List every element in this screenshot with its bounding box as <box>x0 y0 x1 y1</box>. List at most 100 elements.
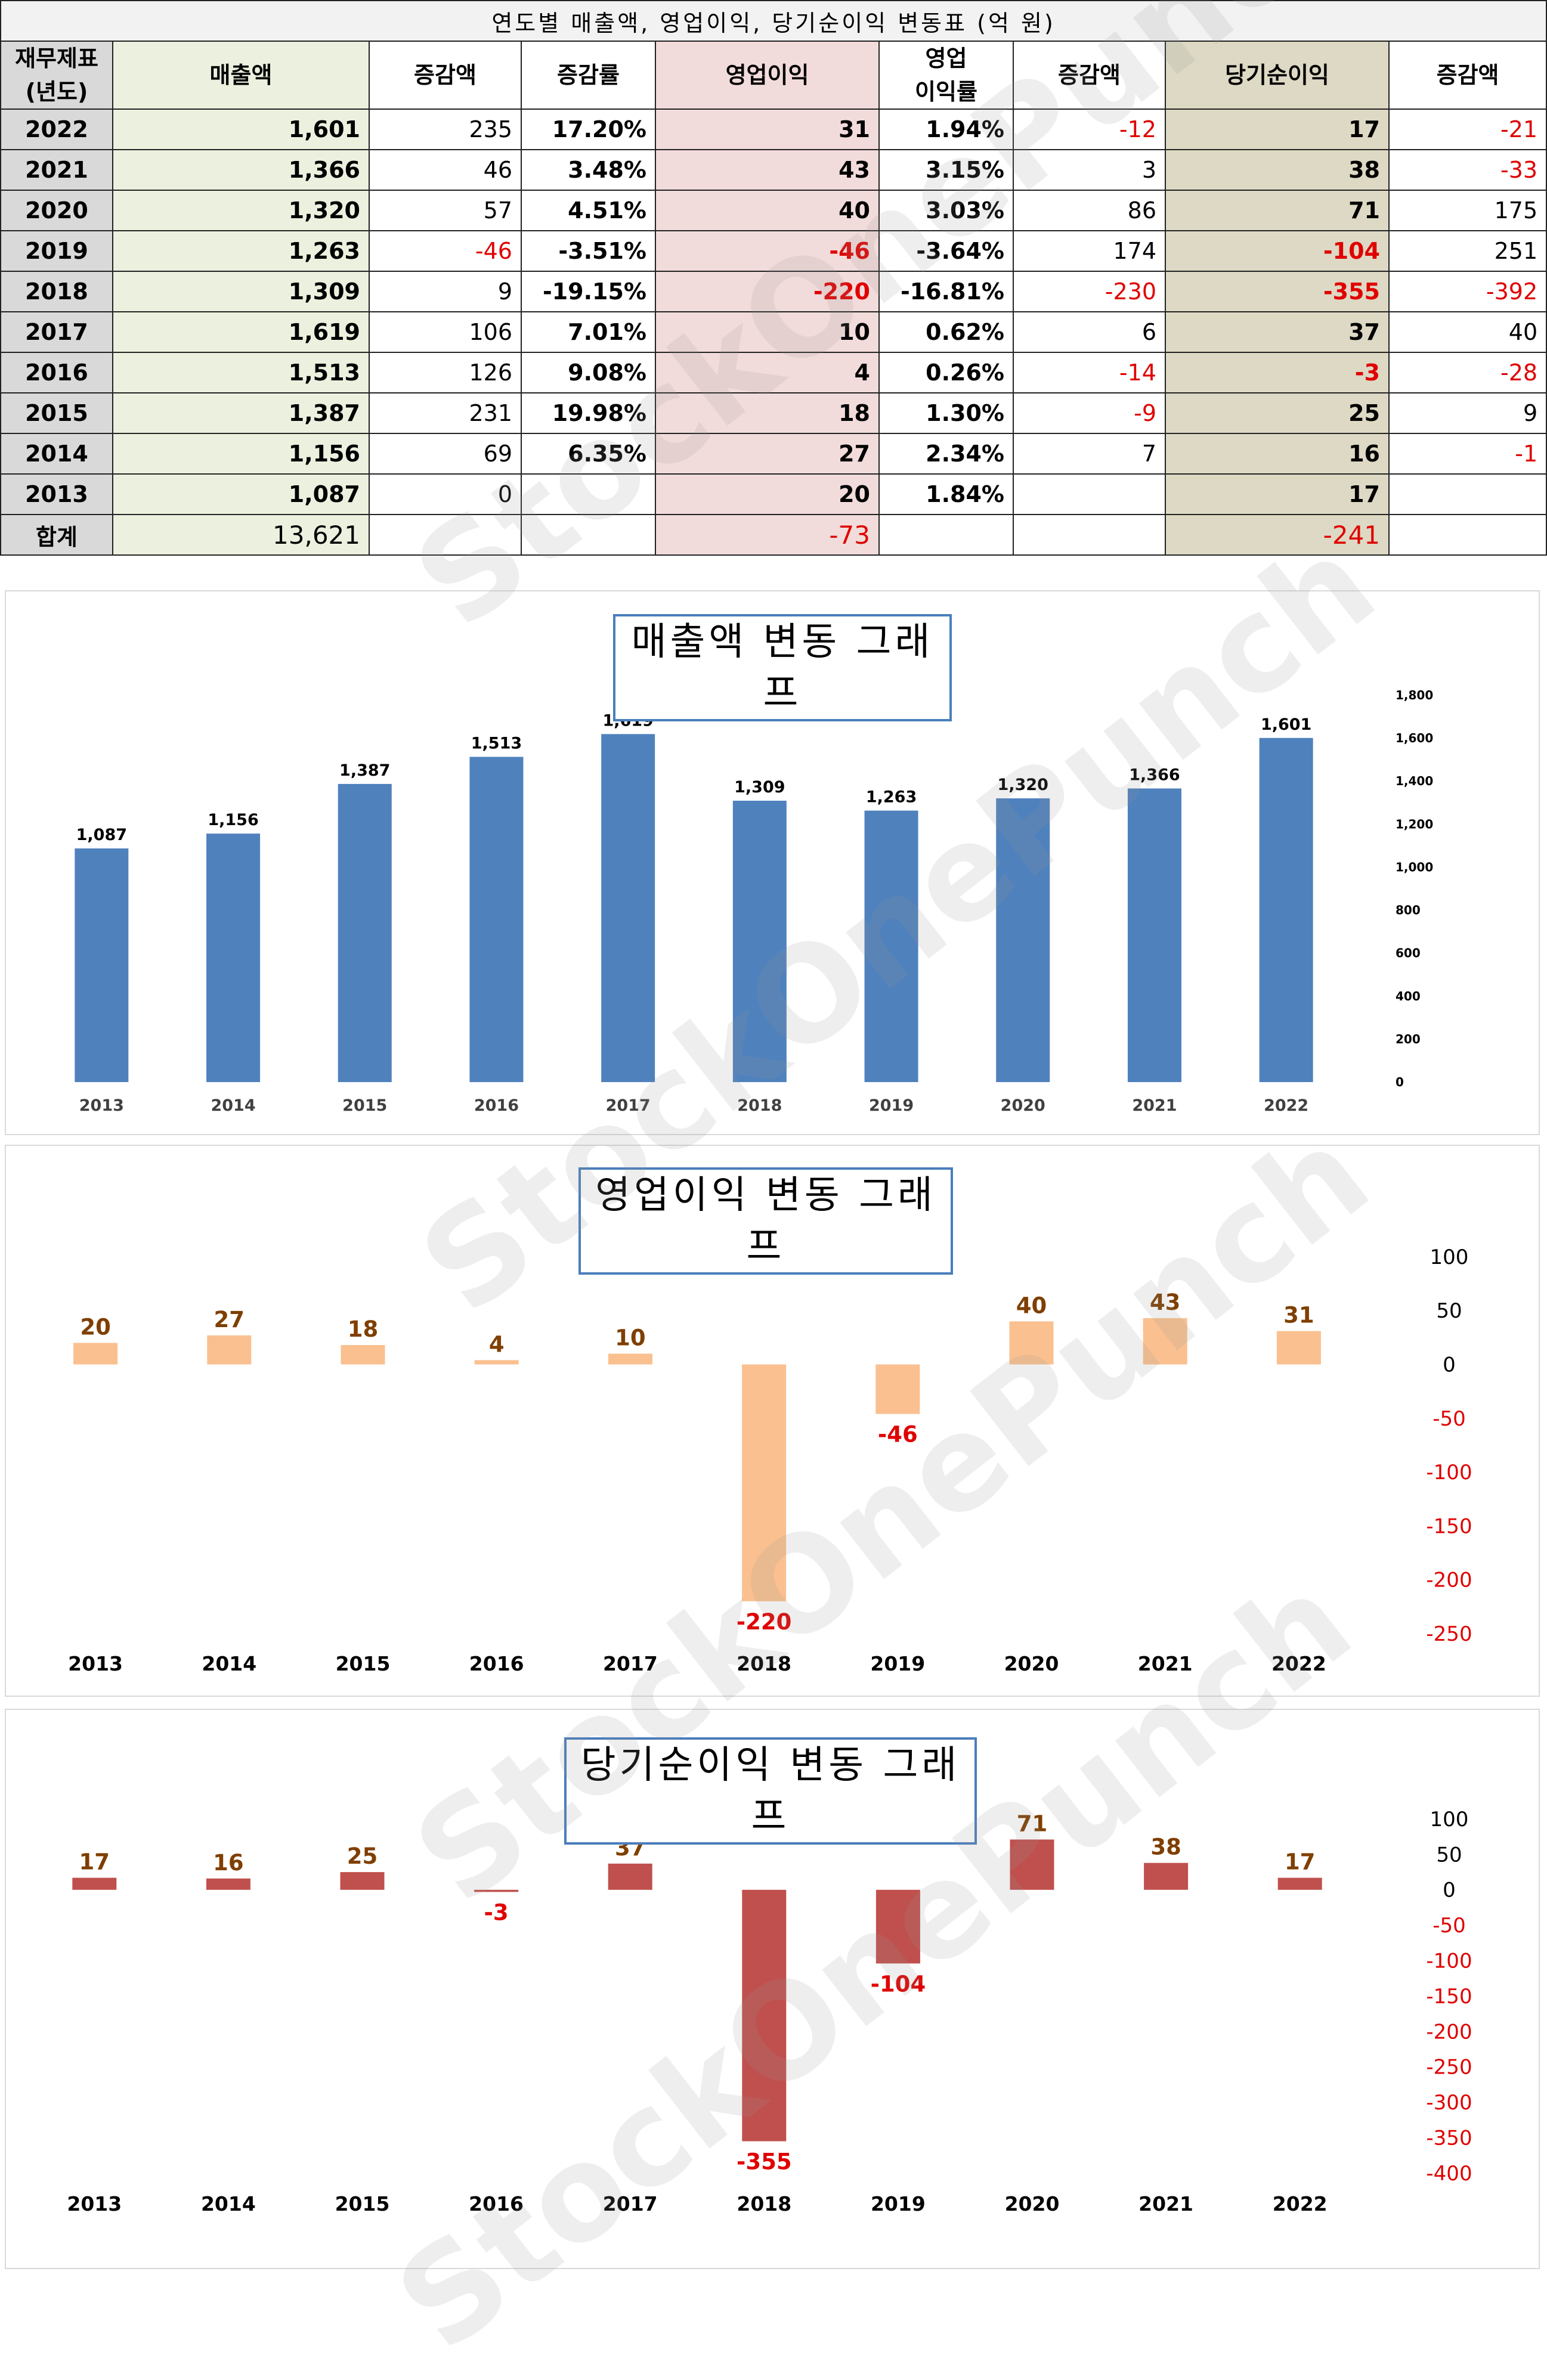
cell-net-change: -392 <box>1388 271 1547 312</box>
cell-revenue: 1,087 <box>112 473 370 515</box>
bar <box>864 810 918 1082</box>
data-label: 27 <box>214 1307 245 1332</box>
table-row: 2013 1,087 0 20 1.84% 17 <box>0 473 1547 515</box>
total-op-profit: -73 <box>655 514 880 556</box>
cell-op-margin: 3.03% <box>878 190 1014 231</box>
y-tick-label: -100 <box>1426 1950 1472 1973</box>
cell-rev-rate: 19.98% <box>521 392 656 434</box>
table-row: 2018 1,309 9 -19.15% -220 -16.81% -230 -355 -392 <box>0 271 1547 312</box>
x-tick-label: 2016 <box>469 1652 524 1675</box>
bar <box>206 1878 250 1890</box>
cell-rev-rate: 3.48% <box>521 149 656 191</box>
data-label: -46 <box>878 1422 918 1448</box>
y-tick-label: 600 <box>1396 946 1421 960</box>
cell-op-margin: 0.62% <box>878 311 1014 353</box>
bar <box>608 1863 652 1890</box>
y-tick-label: -300 <box>1426 2091 1472 2115</box>
cell-net-change: -28 <box>1388 352 1547 393</box>
bar <box>72 1877 117 1890</box>
net-profit-chart-title: 당기순이익 변동 그래프 <box>564 1737 977 1845</box>
financial-table-section: 연도별 매출액, 영업이익, 당기순이익 변동표 (억 원) 재무제표 (년도)… <box>0 0 1547 584</box>
cell-op-profit: 4 <box>655 352 880 393</box>
cell-op-change: 3 <box>1013 149 1166 191</box>
cell-net-profit: 17 <box>1165 473 1390 515</box>
cell-rev-change: 9 <box>369 271 522 312</box>
x-tick-label: 2013 <box>67 2192 122 2215</box>
x-tick-label: 2019 <box>870 1652 925 1675</box>
total-label: 합계 <box>0 514 113 556</box>
total-net-profit: -241 <box>1165 514 1390 556</box>
total-empty <box>878 514 1014 556</box>
y-tick-label: 200 <box>1396 1032 1421 1046</box>
data-label: -3 <box>484 1899 509 1925</box>
x-tick-label: 2019 <box>871 2192 926 2215</box>
y-tick-label: -400 <box>1426 2162 1472 2186</box>
cell-op-margin: -16.81% <box>878 271 1014 312</box>
data-label: 1,320 <box>998 776 1048 794</box>
y-tick-label: 100 <box>1430 1245 1469 1269</box>
data-label: 18 <box>348 1316 379 1342</box>
cell-rev-change: 46 <box>369 149 522 191</box>
x-tick-label: 2015 <box>336 1652 391 1675</box>
cell-revenue: 1,156 <box>112 433 370 475</box>
bar <box>207 1335 252 1365</box>
cell-net-profit: -104 <box>1165 230 1390 272</box>
y-tick-label: 1,600 <box>1396 731 1433 745</box>
bar <box>1259 737 1313 1082</box>
cell-op-margin: 2.34% <box>878 433 1014 475</box>
cell-rev-rate: 7.01% <box>521 311 656 353</box>
x-tick-label: 2022 <box>1264 1096 1308 1115</box>
y-tick-label: -350 <box>1426 2127 1472 2150</box>
table-row: 2020 1,320 57 4.51% 40 3.03% 86 71 175 <box>0 190 1547 231</box>
cell-rev-rate: 4.51% <box>521 190 656 231</box>
cell-year: 2013 <box>0 473 113 515</box>
y-tick-label: -200 <box>1426 1569 1472 1592</box>
total-empty <box>1388 514 1547 556</box>
y-tick-label: -150 <box>1426 1514 1472 1538</box>
cell-rev-change: 69 <box>369 433 522 475</box>
cell-rev-change: 0 <box>369 473 522 515</box>
financial-table: 연도별 매출액, 영업이익, 당기순이익 변동표 (억 원) 재무제표 (년도)… <box>0 0 1547 556</box>
bar <box>601 734 655 1082</box>
header-net-change: 증감액 <box>1388 41 1547 110</box>
cell-rev-rate: 6.35% <box>521 433 656 475</box>
bar <box>1127 788 1181 1082</box>
y-tick-label: 0 <box>1396 1075 1404 1089</box>
cell-op-profit: 40 <box>655 190 880 231</box>
table-row: 2021 1,366 46 3.48% 43 3.15% 3 38 -33 <box>0 149 1547 191</box>
cell-op-margin: 3.15% <box>878 149 1014 191</box>
x-tick-label: 2019 <box>869 1096 914 1115</box>
cell-op-profit: 27 <box>655 433 880 475</box>
x-tick-label: 2015 <box>342 1096 387 1115</box>
cell-net-profit: 37 <box>1165 311 1390 353</box>
y-tick-label: 100 <box>1430 1808 1469 1832</box>
cell-op-margin: 1.94% <box>878 109 1014 150</box>
cell-net-profit: 25 <box>1165 392 1390 434</box>
data-label: 10 <box>615 1325 646 1351</box>
y-tick-label: -50 <box>1432 1407 1466 1431</box>
bar <box>73 1343 118 1365</box>
y-tick-label: 1,200 <box>1396 817 1433 831</box>
revenue-chart-panel: 매출액 변동 그래프 0 200 400 600 800 1,000 1,200 1,400 1… <box>5 590 1540 1135</box>
cell-rev-rate: 17.20% <box>521 109 656 150</box>
y-tick-label: -100 <box>1426 1461 1472 1485</box>
cell-net-change: 175 <box>1388 190 1547 231</box>
cell-revenue: 1,366 <box>112 149 370 191</box>
cell-net-change: -21 <box>1388 109 1547 150</box>
cell-rev-rate: -3.51% <box>521 230 656 272</box>
data-label: 16 <box>213 1850 244 1876</box>
bar <box>1277 1877 1322 1890</box>
data-label: 1,309 <box>734 778 785 797</box>
x-tick-label: 2013 <box>79 1096 124 1115</box>
x-tick-label: 2020 <box>1005 2192 1060 2215</box>
cell-year: 2018 <box>0 271 113 312</box>
cell-op-margin: -3.64% <box>878 230 1014 272</box>
table-row: 2017 1,619 106 7.01% 10 0.62% 6 37 40 <box>0 311 1547 353</box>
cell-revenue: 1,309 <box>112 271 370 312</box>
data-label: 71 <box>1017 1811 1048 1836</box>
bar <box>875 1889 920 1964</box>
bar <box>1010 1839 1054 1890</box>
cell-year: 2017 <box>0 311 113 353</box>
table-row: 2015 1,387 231 19.98% 18 1.30% -9 25 9 <box>0 392 1547 434</box>
x-tick-label: 2021 <box>1138 2192 1193 2215</box>
